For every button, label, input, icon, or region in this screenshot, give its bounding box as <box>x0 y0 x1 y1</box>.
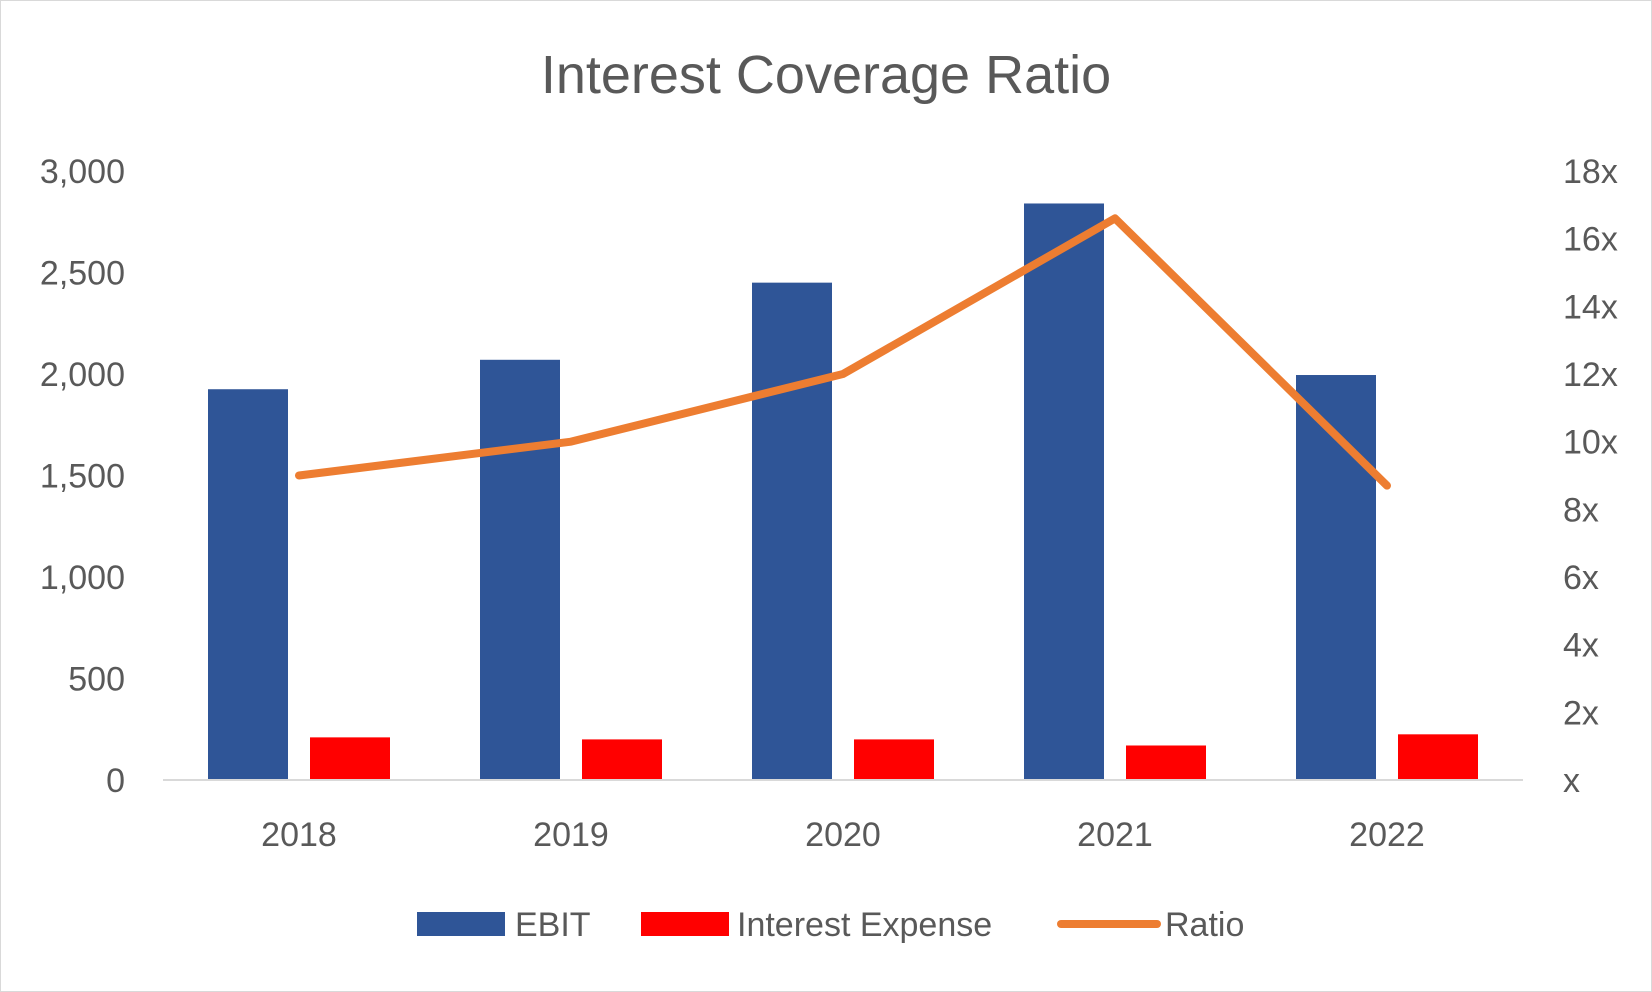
x-axis-ticks: 2018 2019 2020 2021 2022 <box>261 816 1425 854</box>
y-tick-label: 3,000 <box>40 153 125 191</box>
bar-interest-expense-2021 <box>1126 745 1206 780</box>
line-ratio <box>295 214 1391 490</box>
y2-tick-label: 14x <box>1563 288 1618 326</box>
y-tick-label: 1,500 <box>40 458 125 496</box>
y2-tick-label: 8x <box>1563 491 1599 529</box>
y2-tick-label: 6x <box>1563 559 1599 597</box>
x-tick-label: 2022 <box>1349 816 1425 854</box>
bar-series <box>208 203 1478 781</box>
y-tick-label: 1,000 <box>40 559 125 597</box>
legend-swatch-interest-expense <box>641 912 729 936</box>
bar-interest-expense-2020 <box>854 739 934 780</box>
y-tick-label: 0 <box>106 762 125 800</box>
y-tick-label: 2,500 <box>40 255 125 293</box>
x-tick-label: 2021 <box>1077 816 1153 854</box>
y2-tick-label: 2x <box>1563 694 1599 732</box>
bar-interest-expense-2018 <box>310 737 390 780</box>
legend-label: Interest Expense <box>737 906 992 944</box>
y2-tick-label: 18x <box>1563 153 1618 191</box>
bar-ebit-2021 <box>1024 203 1104 781</box>
bar-ebit-2022 <box>1296 375 1376 780</box>
right-axis-ticks: x 2x 4x 6x 8x 10x 12x 14x 16x 18x <box>1563 153 1618 800</box>
bar-interest-expense-2022 <box>1398 734 1478 780</box>
y2-tick-label: 12x <box>1563 356 1618 394</box>
bar-ebit-2018 <box>208 389 288 780</box>
y-tick-label: 500 <box>68 661 125 699</box>
chart-title: Interest Coverage Ratio <box>541 45 1111 105</box>
left-axis-ticks: 0 500 1,000 1,500 2,000 2,500 3,000 <box>40 153 125 800</box>
y2-tick-label: 4x <box>1563 627 1599 665</box>
legend-label: EBIT <box>515 906 591 944</box>
x-tick-label: 2019 <box>533 816 609 854</box>
legend-label: Ratio <box>1165 906 1244 944</box>
bar-ebit-2019 <box>480 359 560 780</box>
x-tick-label: 2018 <box>261 816 337 854</box>
y2-tick-label: 10x <box>1563 424 1618 462</box>
line-series <box>295 214 1391 490</box>
x-tick-label: 2020 <box>805 816 881 854</box>
bar-interest-expense-2019 <box>582 739 662 780</box>
y-tick-label: 2,000 <box>40 356 125 394</box>
legend-swatch-ebit <box>417 912 505 936</box>
y2-tick-label: x <box>1563 762 1580 800</box>
y2-tick-label: 16x <box>1563 221 1618 259</box>
bar-ebit-2020 <box>752 282 832 780</box>
legend: EBIT Interest Expense Ratio <box>417 906 1244 944</box>
